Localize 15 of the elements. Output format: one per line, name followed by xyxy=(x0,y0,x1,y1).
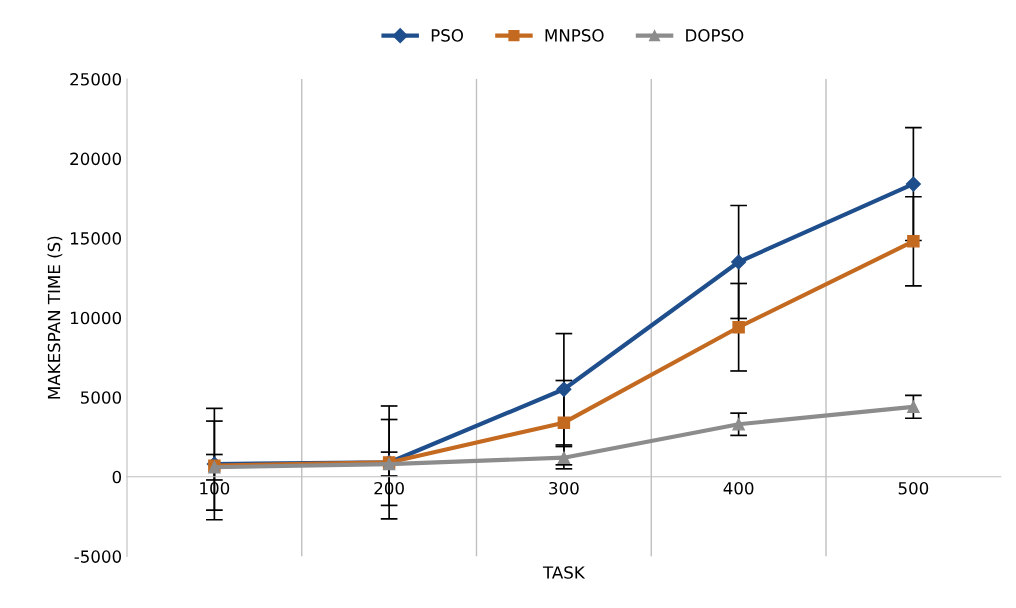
y-axis-title: MAKESPAN TIME (S) xyxy=(47,236,63,399)
x-tick-label: 400 xyxy=(723,481,754,495)
y-tick-label: 5000 xyxy=(81,391,122,404)
x-axis-title: TASK xyxy=(542,566,586,579)
y-tick-label: 25000 xyxy=(70,73,122,86)
legend-label: MNPSO xyxy=(545,29,604,42)
x-tick-label: 500 xyxy=(898,481,929,495)
legend-label: DOPSO xyxy=(686,29,744,42)
y-tick-label: 10000 xyxy=(70,311,122,325)
y-tick-label: 20000 xyxy=(70,152,122,166)
y-tick-label: 0 xyxy=(112,470,122,484)
x-tick-label: 300 xyxy=(549,481,579,495)
y-tick-label: 15000 xyxy=(70,232,122,245)
legend-label: PSO xyxy=(431,29,463,42)
y-tick-label: -5000 xyxy=(74,550,122,563)
